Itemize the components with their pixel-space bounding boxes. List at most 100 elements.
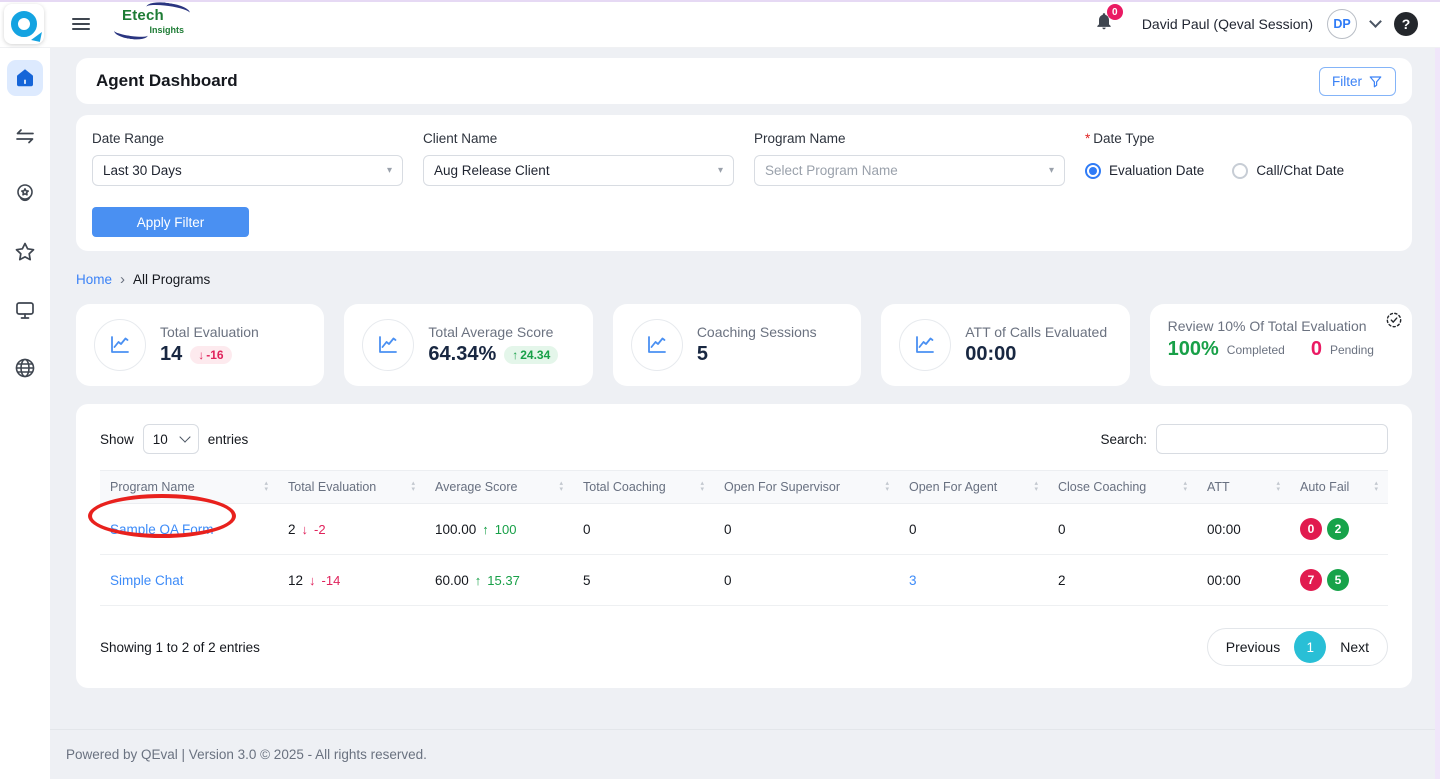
- col-close-coaching[interactable]: Close Coaching▴▾: [1048, 471, 1197, 504]
- date-range-select[interactable]: Last 30 Days ▾: [92, 155, 403, 186]
- scrollbar[interactable]: [1435, 48, 1440, 779]
- chevron-down-icon: [179, 431, 190, 442]
- sort-icon: ▴▾: [1034, 481, 1038, 493]
- arrow-down-icon: ↓: [302, 522, 309, 537]
- auto-fail-badge-green[interactable]: 5: [1327, 569, 1349, 591]
- filter-button[interactable]: Filter: [1319, 67, 1396, 96]
- entries-label: entries: [208, 432, 249, 447]
- qeval-logo-tail: [31, 30, 42, 42]
- col-total-evaluation[interactable]: Total Evaluation▴▾: [278, 471, 425, 504]
- sort-icon: ▴▾: [1183, 481, 1187, 493]
- table-row: Sample QA Form 2↓-2 100.00↑100 0 0 0 0 0…: [100, 504, 1388, 555]
- line-chart-icon: [108, 333, 132, 357]
- star-icon: [13, 240, 37, 264]
- program-name-select[interactable]: Select Program Name ▾: [754, 155, 1065, 186]
- notification-badge: 0: [1107, 4, 1123, 20]
- footer: Powered by QEval | Version 3.0 © 2025 - …: [50, 729, 1440, 779]
- current-page-button[interactable]: 1: [1294, 631, 1326, 663]
- topbar: Etech Insights 0 David Paul (Qeval Sessi…: [0, 0, 1440, 48]
- client-name-select[interactable]: Aug Release Client ▾: [423, 155, 734, 186]
- review-pending-value: 0: [1311, 338, 1322, 361]
- sort-icon: ▴▾: [700, 481, 704, 493]
- chart-icon-circle: [362, 319, 414, 371]
- col-open-for-supervisor[interactable]: Open For Supervisor▴▾: [714, 471, 899, 504]
- chevron-down-icon: ▾: [1049, 165, 1054, 176]
- sidebar-item-favorites[interactable]: [7, 234, 43, 270]
- stat-value: 14: [160, 343, 182, 366]
- stat-card-total-evaluation: Total Evaluation 14 ↓ -16: [76, 304, 324, 386]
- date-type-field: *Date Type Evaluation Date Call/Chat Dat…: [1085, 131, 1396, 186]
- date-range-value: Last 30 Days: [103, 163, 182, 178]
- browser-top-strip: [0, 0, 1440, 2]
- page-title: Agent Dashboard: [96, 71, 238, 91]
- col-total-coaching[interactable]: Total Coaching▴▾: [573, 471, 714, 504]
- notifications-button[interactable]: 0: [1094, 11, 1114, 36]
- search-control: Search:: [1100, 424, 1388, 454]
- auto-fail-badge-red[interactable]: 7: [1300, 569, 1322, 591]
- program-link[interactable]: Simple Chat: [110, 573, 184, 588]
- radio-selected-icon[interactable]: [1085, 163, 1101, 179]
- swap-arrows-icon: [13, 124, 37, 148]
- sidebar-item-monitor[interactable]: [7, 292, 43, 328]
- review-completed-label: Completed: [1227, 343, 1285, 357]
- stat-label: Total Evaluation: [160, 324, 259, 340]
- page-header: Agent Dashboard Filter: [76, 58, 1412, 104]
- client-name-value: Aug Release Client: [434, 163, 550, 178]
- apply-filter-button[interactable]: Apply Filter: [92, 207, 249, 237]
- col-average-score[interactable]: Average Score▴▾: [425, 471, 573, 504]
- qeval-logo[interactable]: [4, 4, 44, 44]
- stat-value: 00:00: [965, 343, 1016, 366]
- radio-unselected-icon[interactable]: [1232, 163, 1248, 179]
- col-att[interactable]: ATT▴▾: [1197, 471, 1290, 504]
- etech-insights-logo[interactable]: Etech Insights: [122, 7, 184, 41]
- program-name-field: Program Name Select Program Name ▾: [754, 131, 1065, 186]
- stat-card-coaching-sessions: Coaching Sessions 5: [613, 304, 861, 386]
- date-type-label: *Date Type: [1085, 131, 1396, 146]
- col-open-for-agent[interactable]: Open For Agent▴▾: [899, 471, 1048, 504]
- page-size-select[interactable]: 10: [143, 424, 199, 454]
- auto-fail-badge-red[interactable]: 0: [1300, 518, 1322, 540]
- sort-icon: ▴▾: [885, 481, 889, 493]
- auto-fail-badge-green[interactable]: 2: [1327, 518, 1349, 540]
- stat-label: Coaching Sessions: [697, 324, 817, 340]
- arrow-up-icon: ↑: [482, 522, 489, 537]
- sidebar: [0, 48, 50, 779]
- globe-icon: [13, 356, 37, 380]
- help-button[interactable]: ?: [1394, 12, 1418, 36]
- next-page-button[interactable]: Next: [1326, 639, 1383, 655]
- sidebar-item-home[interactable]: [7, 60, 43, 96]
- chevron-down-icon[interactable]: [1369, 15, 1382, 28]
- chart-icon-circle: [631, 319, 683, 371]
- radio-evaluation-date[interactable]: Evaluation Date: [1085, 163, 1204, 179]
- col-auto-fail[interactable]: Auto Fail▴▾: [1290, 471, 1388, 504]
- sidebar-item-transactions[interactable]: [7, 118, 43, 154]
- date-range-field: Date Range Last 30 Days ▾: [92, 131, 403, 186]
- search-label: Search:: [1100, 432, 1147, 447]
- arrow-down-icon: ↓: [198, 348, 204, 362]
- stat-cards-row: Total Evaluation 14 ↓ -16 Total Average …: [76, 304, 1412, 386]
- programs-table: Program Name▴▾ Total Evaluation▴▾ Averag…: [100, 470, 1388, 606]
- sidebar-item-quality[interactable]: [7, 176, 43, 212]
- sidebar-item-global[interactable]: [7, 350, 43, 386]
- arrow-up-icon: ↑: [475, 573, 482, 588]
- breadcrumb-home-link[interactable]: Home: [76, 272, 112, 287]
- avatar[interactable]: DP: [1327, 9, 1357, 39]
- radio-call-chat-date-label: Call/Chat Date: [1256, 163, 1344, 178]
- clock-check-icon: [1384, 310, 1404, 335]
- filter-panel: Date Range Last 30 Days ▾ Client Name Au…: [76, 115, 1412, 251]
- filter-button-label: Filter: [1332, 74, 1362, 89]
- menu-toggle-icon[interactable]: [72, 15, 90, 33]
- stat-card-average-score: Total Average Score 64.34% ↑ 24.34: [344, 304, 592, 386]
- review-pending-label: Pending: [1330, 343, 1374, 357]
- col-program-name[interactable]: Program Name▴▾: [100, 471, 278, 504]
- client-name-label: Client Name: [423, 131, 734, 146]
- previous-page-button[interactable]: Previous: [1212, 639, 1294, 655]
- show-label: Show: [100, 432, 134, 447]
- sort-icon: ▴▾: [411, 481, 415, 493]
- open-agent-link[interactable]: 3: [909, 573, 917, 588]
- page-size-control: Show 10 entries: [100, 424, 248, 454]
- funnel-icon: [1368, 74, 1383, 89]
- search-input[interactable]: [1156, 424, 1388, 454]
- program-link[interactable]: Sample QA Form: [110, 522, 214, 537]
- radio-call-chat-date[interactable]: Call/Chat Date: [1232, 163, 1344, 179]
